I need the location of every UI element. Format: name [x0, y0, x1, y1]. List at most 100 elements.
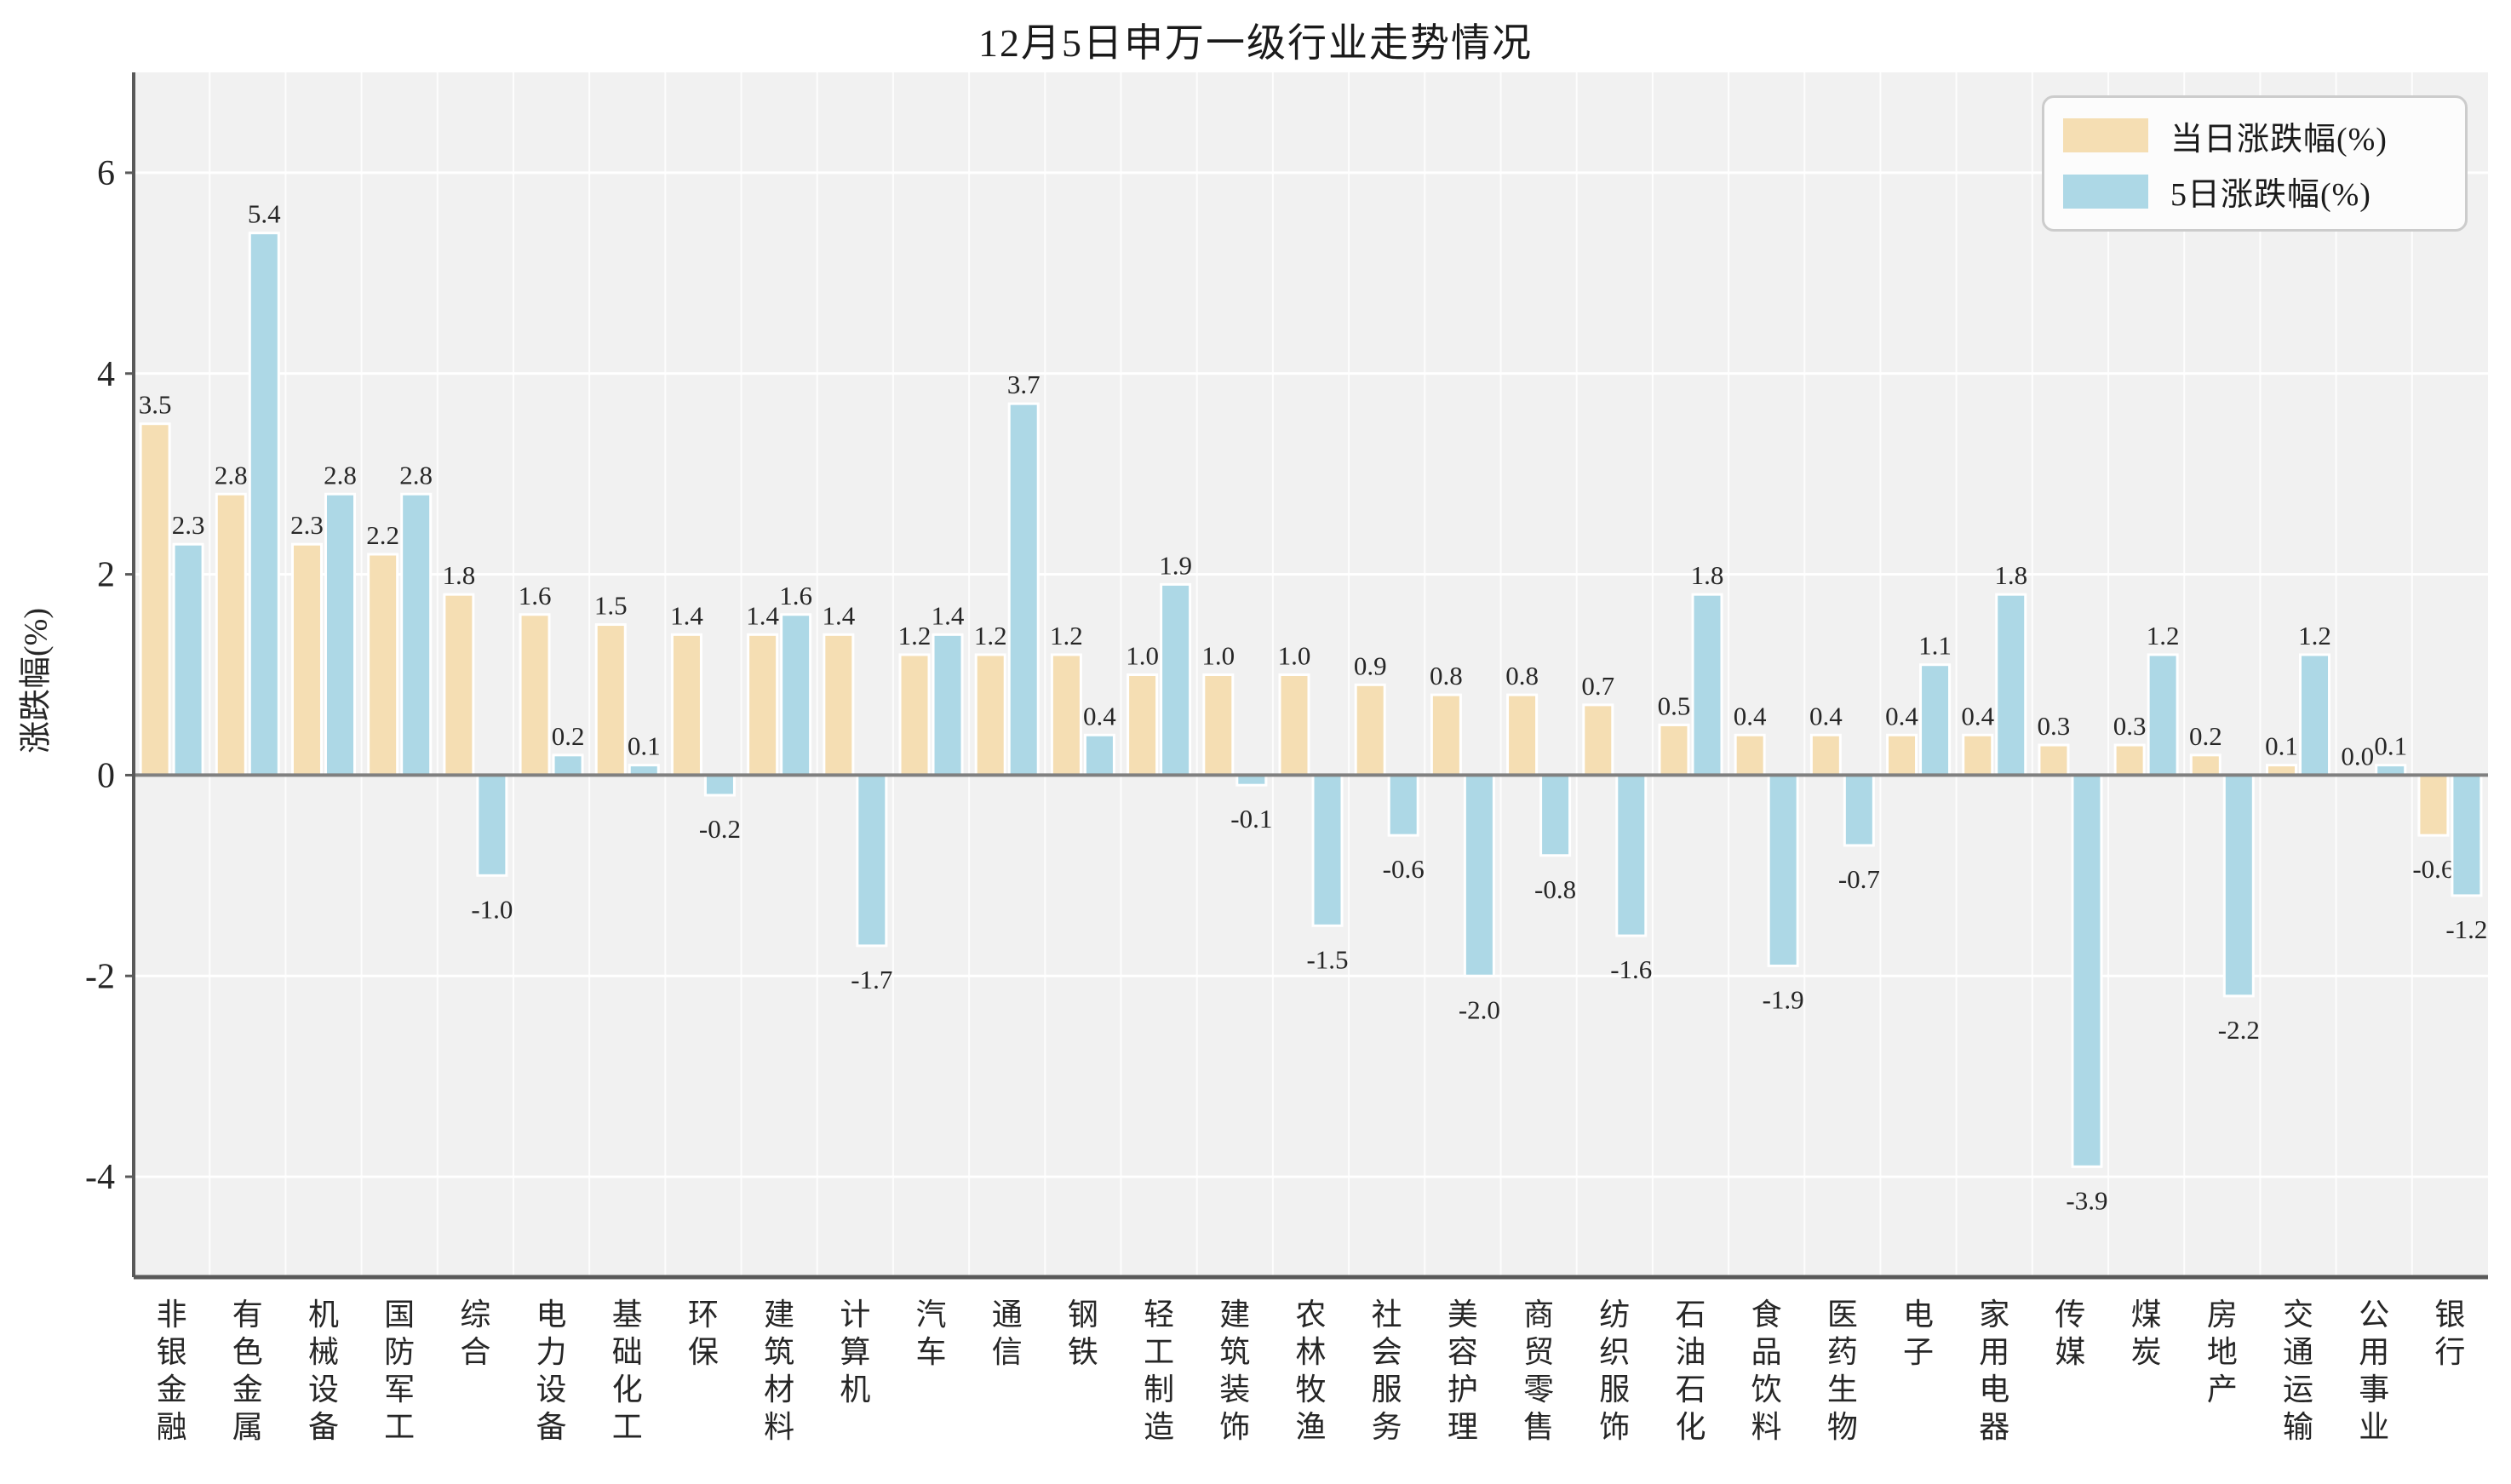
bar-value-label: -1.6 — [1610, 954, 1652, 984]
bar-daily-煤炭 — [2113, 743, 2146, 776]
bar-five-day-钢铁 — [1083, 733, 1115, 776]
category-label-交通运输: 交通运输 — [2283, 1298, 2313, 1444]
legend-label-daily: 当日涨跌幅(%) — [2170, 121, 2388, 158]
bar-value-label: 1.0 — [1126, 641, 1159, 671]
bar-value-label: 0.4 — [1809, 701, 1843, 731]
bar-value-label: -0.6 — [2412, 854, 2454, 884]
bar-value-label: 1.2 — [2298, 621, 2331, 650]
category-label-美容护理: 美容护理 — [1448, 1298, 1478, 1444]
bar-value-label: 0.1 — [628, 731, 661, 761]
category-label-医药生物: 医药生物 — [1827, 1298, 1858, 1444]
y-tick-label: -4 — [85, 1158, 115, 1197]
bar-value-label: 5.4 — [248, 199, 281, 229]
category-label-国防军工: 国防军工 — [384, 1298, 415, 1444]
bar-daily-通信 — [974, 653, 1006, 776]
bar-value-label: -0.8 — [1534, 874, 1576, 904]
bar-value-label: 1.8 — [1994, 560, 2027, 590]
bar-daily-电子 — [1886, 733, 1918, 776]
bar-value-label: 1.4 — [822, 600, 855, 630]
bar-daily-有色金属 — [215, 492, 247, 776]
bar-daily-环保 — [670, 633, 702, 776]
bar-value-label: 0.7 — [1581, 671, 1614, 701]
category-label-公用事业: 公用事业 — [2359, 1298, 2389, 1444]
bar-value-label: 1.2 — [898, 621, 932, 650]
plot-background — [134, 72, 2488, 1277]
bar-five-day-机械设备 — [324, 492, 356, 776]
category-label-银行: 银行 — [2434, 1298, 2465, 1369]
bar-daily-综合 — [443, 593, 475, 776]
bar-value-label: 1.2 — [2147, 621, 2180, 650]
bar-daily-房地产 — [2189, 753, 2221, 776]
legend-entry-daily: 当日涨跌幅(%) — [2044, 112, 2465, 159]
bar-value-label: 1.6 — [779, 581, 812, 610]
bar-value-label: 2.8 — [215, 460, 248, 490]
bar-value-label: 1.8 — [442, 560, 475, 590]
bar-daily-非银金融 — [139, 422, 171, 776]
category-label-基础化工: 基础化工 — [612, 1298, 643, 1444]
bar-value-label: 0.4 — [1734, 701, 1767, 731]
category-label-煤炭: 煤炭 — [2131, 1298, 2162, 1369]
bar-five-day-通信 — [1007, 402, 1040, 776]
legend-swatch-five-day — [2063, 174, 2148, 209]
bar-value-label: 1.1 — [1918, 631, 1952, 661]
category-label-纺织服饰: 纺织服饰 — [1599, 1298, 1630, 1444]
bar-daily-机械设备 — [290, 542, 323, 776]
bar-daily-钢铁 — [1050, 653, 1082, 776]
bar-value-label: -0.1 — [1230, 804, 1272, 834]
category-label-机械设备: 机械设备 — [308, 1298, 339, 1444]
bar-value-label: 1.2 — [974, 621, 1007, 650]
bar-value-label: 0.0 — [2341, 741, 2374, 771]
bar-five-day-交通运输 — [2299, 653, 2331, 776]
bar-five-day-食品饮料 — [1767, 773, 1799, 967]
bar-value-label: 0.1 — [2374, 731, 2407, 761]
bar-value-label: -1.7 — [851, 965, 892, 994]
bar-value-label: -2.0 — [1459, 994, 1500, 1024]
bar-daily-电力设备 — [519, 613, 551, 776]
legend-label-five-day: 5日涨跌幅(%) — [2170, 177, 2371, 214]
bar-value-label: 0.5 — [1658, 690, 1691, 720]
category-label-房地产: 房地产 — [2207, 1298, 2238, 1407]
bar-five-day-医药生物 — [1843, 773, 1875, 847]
bar-value-label: 1.6 — [519, 581, 552, 610]
bar-value-label: -0.7 — [1838, 864, 1880, 894]
bar-value-label: 3.7 — [1007, 370, 1041, 399]
bar-value-label: -1.2 — [2445, 914, 2487, 944]
bar-value-label: -0.6 — [1383, 854, 1425, 884]
y-tick-label: 0 — [97, 756, 115, 795]
legend-box: 当日涨跌幅(%) 5日涨跌幅(%) — [2042, 95, 2468, 232]
category-label-通信: 通信 — [992, 1298, 1023, 1369]
bar-value-label: 0.8 — [1430, 661, 1463, 690]
chart-title: 12月5日申万一级行业走势情况 — [978, 21, 1533, 65]
bar-daily-美容护理 — [1430, 693, 1462, 776]
bar-value-label: 1.0 — [1278, 641, 1311, 671]
bar-five-day-国防军工 — [400, 492, 433, 776]
bar-value-label: 3.5 — [139, 390, 172, 420]
category-label-电子: 电子 — [1903, 1298, 1934, 1369]
bar-daily-建筑材料 — [747, 633, 779, 776]
bar-value-label: 1.8 — [1691, 560, 1724, 590]
bar-value-label: 0.4 — [1885, 701, 1918, 731]
bar-value-label: 0.3 — [2038, 711, 2071, 741]
bar-value-label: -2.2 — [2218, 1015, 2260, 1045]
legend-swatch-daily — [2063, 118, 2148, 153]
category-label-建筑材料: 建筑材料 — [764, 1298, 794, 1444]
bar-five-day-家用电器 — [1995, 593, 2027, 776]
category-label-综合: 综合 — [460, 1298, 490, 1369]
bar-daily-商贸零售 — [1506, 693, 1539, 776]
bar-daily-国防军工 — [367, 553, 399, 776]
bar-daily-银行 — [2417, 773, 2450, 837]
bar-daily-社会服务 — [1354, 683, 1386, 776]
category-label-汽车: 汽车 — [916, 1298, 947, 1369]
bar-five-day-商贸零售 — [1539, 773, 1572, 857]
bar-daily-计算机 — [823, 633, 855, 776]
bar-five-day-纺织服饰 — [1615, 773, 1648, 937]
bar-value-label: -1.0 — [471, 894, 513, 924]
category-label-家用电器: 家用电器 — [1979, 1298, 2009, 1444]
bar-five-day-非银金融 — [172, 542, 204, 776]
bar-five-day-美容护理 — [1463, 773, 1495, 977]
bar-value-label: -3.9 — [2066, 1185, 2107, 1215]
bar-value-label: 1.9 — [1159, 550, 1192, 580]
bar-five-day-计算机 — [856, 773, 888, 948]
category-label-轻工制造: 轻工制造 — [1144, 1298, 1174, 1444]
bar-value-label: 1.4 — [746, 600, 779, 630]
